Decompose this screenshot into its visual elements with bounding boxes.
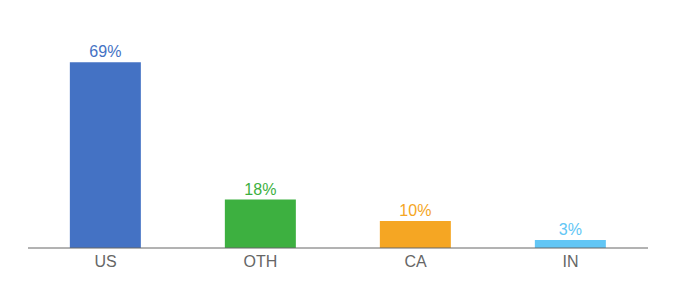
svg-text:69%: 69% bbox=[89, 43, 121, 60]
svg-text:IN: IN bbox=[563, 253, 579, 270]
svg-text:10%: 10% bbox=[399, 202, 431, 219]
svg-text:US: US bbox=[94, 253, 116, 270]
svg-text:CA: CA bbox=[404, 253, 427, 270]
svg-text:OTH: OTH bbox=[244, 253, 278, 270]
svg-text:3%: 3% bbox=[559, 221, 582, 238]
svg-text:18%: 18% bbox=[244, 181, 276, 198]
